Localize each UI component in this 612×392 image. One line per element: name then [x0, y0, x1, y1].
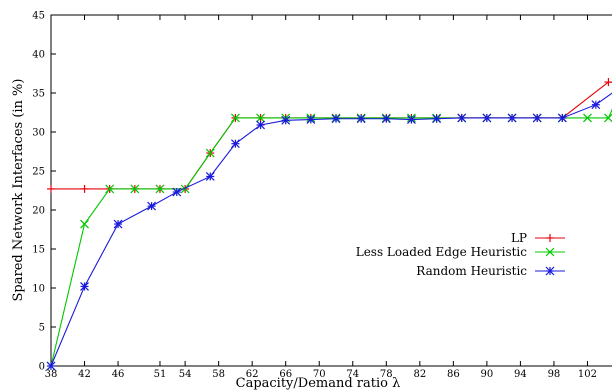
data-point-marker: [546, 234, 554, 242]
data-point-marker: [591, 100, 601, 110]
data-point-marker: [457, 113, 467, 123]
x-tick-label: 38: [45, 369, 58, 380]
x-tick-label: 70: [313, 369, 326, 380]
x-tick-label: 58: [212, 369, 225, 380]
data-point-marker: [46, 361, 56, 371]
data-point-marker: [113, 219, 123, 229]
data-point-marker: [180, 184, 190, 194]
data-point-marker: [557, 113, 567, 123]
data-point-marker: [230, 113, 240, 123]
x-tick-label: 102: [578, 369, 597, 380]
data-point-marker: [47, 184, 55, 193]
y-tick-label: 30: [32, 128, 45, 139]
series-layer: [46, 78, 612, 371]
y-tick-label: 45: [32, 11, 45, 22]
data-point-marker: [331, 114, 341, 124]
data-point-marker: [432, 114, 442, 124]
series-1: [46, 108, 612, 371]
data-point-marker: [80, 282, 89, 291]
series-0: [47, 78, 612, 193]
data-point-marker: [407, 115, 416, 124]
data-point-marker: [356, 114, 366, 124]
data-point-marker: [381, 114, 391, 124]
data-point-marker: [80, 219, 89, 229]
data-point-marker: [583, 113, 592, 123]
series-line: [50, 92, 612, 367]
data-point-marker: [205, 172, 215, 181]
data-point-marker: [172, 187, 182, 197]
x-tick-label: 62: [246, 369, 259, 380]
data-point-marker: [155, 184, 165, 194]
x-tick-label: 42: [78, 369, 91, 380]
data-point-marker: [545, 247, 555, 257]
data-point-marker: [205, 148, 215, 158]
data-point-marker: [604, 113, 612, 123]
data-point-marker: [147, 201, 157, 211]
x-tick-label: 78: [380, 369, 393, 380]
legend-label: Random Heuristic: [416, 264, 527, 278]
data-point-marker: [545, 266, 555, 276]
y-axis-title: Spared Network Interfaces (in %): [11, 79, 26, 302]
y-tick-label: 25: [32, 167, 45, 178]
y-tick-label: 10: [32, 284, 45, 295]
axis-ticks: [50, 14, 588, 367]
y-tick-label: 15: [32, 245, 45, 256]
x-tick-label: 94: [514, 369, 527, 380]
data-point-marker: [256, 113, 265, 123]
data-point-marker: [80, 184, 89, 193]
y-tick-label: 0: [39, 362, 45, 373]
y-tick-label: 20: [32, 206, 45, 217]
data-point-marker: [507, 113, 517, 123]
data-point-marker: [256, 120, 265, 130]
x-tick-label: 82: [413, 369, 426, 380]
x-axis-title: Capacity/Demand ratio λ: [236, 376, 401, 391]
y-tick-label: 40: [32, 50, 45, 61]
data-point-marker: [105, 184, 115, 194]
legend-label: Less Loaded Edge Heuristic: [356, 245, 528, 259]
data-point-marker: [482, 113, 492, 123]
legend-label: LP: [511, 231, 527, 245]
x-tick-label: 86: [447, 369, 460, 380]
x-tick-label: 66: [279, 369, 292, 380]
series-2: [46, 92, 612, 371]
x-tick-label: 54: [179, 369, 192, 380]
x-tick-label: 74: [346, 369, 359, 380]
y-tick-label: 5: [39, 323, 45, 334]
data-point-marker: [532, 113, 542, 123]
y-tick-labels: 0 5 10 15 20 25 30 35 40 45: [32, 11, 45, 373]
data-point-marker: [281, 115, 291, 125]
data-point-marker: [306, 115, 316, 124]
x-tick-labels: 38424651545862667074788286909498102106: [45, 369, 612, 380]
data-point-marker: [604, 78, 612, 87]
series-line: [50, 108, 612, 367]
data-point-marker: [130, 184, 140, 194]
x-tick-label: 51: [154, 369, 167, 380]
x-tick-label: 46: [112, 369, 125, 380]
y-tick-label: 35: [32, 89, 45, 100]
x-tick-label: 90: [481, 369, 494, 380]
x-tick-label: 98: [548, 369, 561, 380]
data-point-marker: [230, 139, 240, 149]
series-line: [51, 81, 612, 190]
